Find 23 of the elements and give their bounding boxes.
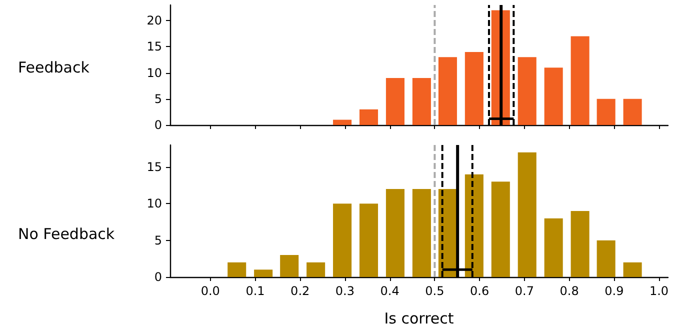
y-tick-label: 10 xyxy=(146,196,162,211)
y-tick-label: 5 xyxy=(154,233,162,248)
y-tick-label: 15 xyxy=(146,40,162,54)
y-tick-label: 0 xyxy=(154,118,162,132)
x-tick-label: 0.3 xyxy=(335,284,355,298)
y-tick-label: 5 xyxy=(154,92,162,106)
x-tick-label: 0.8 xyxy=(560,284,579,298)
y-tick-label: 10 xyxy=(146,66,162,80)
y-tick-label: 15 xyxy=(146,160,162,174)
x-axis-title: Is correct xyxy=(384,310,454,328)
x-tick-label: 0.6 xyxy=(470,284,490,298)
x-tick-label: 0.5 xyxy=(425,284,444,298)
x-tick-label: 0.0 xyxy=(200,284,220,298)
x-tick-label: 0.9 xyxy=(604,284,624,298)
y-tick-label: 0 xyxy=(154,270,162,284)
y-axis-title: Feedback xyxy=(18,58,90,76)
y-axis-title: No Feedback xyxy=(18,225,115,243)
y-tick-label: 20 xyxy=(146,14,162,28)
x-tick-label: 0.1 xyxy=(246,284,265,298)
x-tick-label: 0.7 xyxy=(514,284,534,298)
x-tick-label: 1.0 xyxy=(649,284,669,298)
x-tick-label: 0.4 xyxy=(380,284,400,298)
x-tick-label: 0.2 xyxy=(290,284,310,298)
